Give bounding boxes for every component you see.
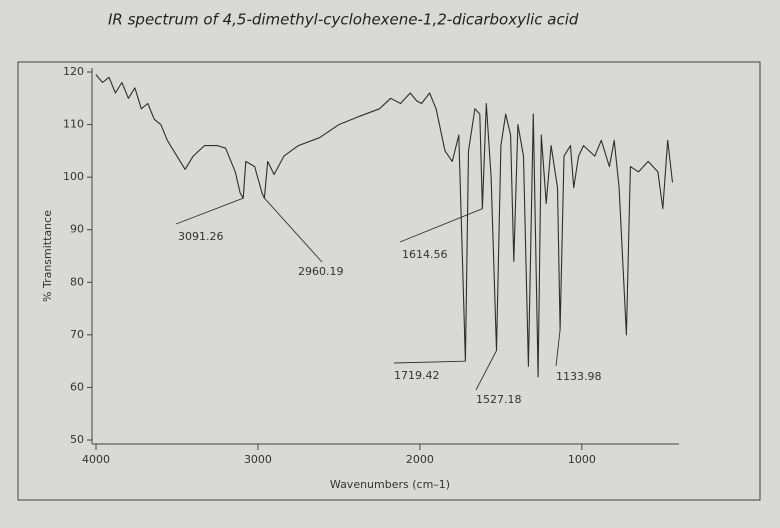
y-tick-label: 120 bbox=[63, 65, 84, 78]
y-tick-label: 100 bbox=[63, 170, 84, 183]
x-tick-label: 1000 bbox=[568, 453, 596, 466]
annotation-label: 3091.26 bbox=[178, 230, 224, 243]
chart-title: IR spectrum of 4,5-dimethyl-cyclohexene-… bbox=[108, 11, 579, 29]
y-tick-label: 90 bbox=[70, 223, 84, 236]
annotation-pointer bbox=[555, 329, 561, 367]
y-tick-label: 50 bbox=[70, 433, 84, 446]
x-tick-label: 3000 bbox=[244, 453, 272, 466]
annotation-label: 1719.42 bbox=[394, 369, 440, 382]
x-tick-label: 2000 bbox=[406, 453, 434, 466]
annotation-pointer bbox=[175, 197, 244, 225]
x-axis-label: Wavenumbers (cm–1) bbox=[330, 478, 450, 491]
spectrum-line bbox=[95, 74, 674, 378]
annotation-pointer bbox=[393, 360, 466, 364]
y-axis-label: % Transmittance bbox=[41, 210, 54, 302]
annotation-label: 1133.98 bbox=[556, 370, 602, 383]
annotation-pointer bbox=[399, 208, 483, 243]
annotation-label: 1614.56 bbox=[402, 248, 448, 261]
x-tick-label: 4000 bbox=[82, 453, 110, 466]
annotation-pointer bbox=[475, 350, 497, 391]
annotation-pointer bbox=[264, 197, 323, 263]
y-tick-label: 70 bbox=[70, 328, 84, 341]
y-tick-label: 80 bbox=[70, 275, 84, 288]
y-tick-label: 110 bbox=[63, 118, 84, 131]
annotation-label: 2960.19 bbox=[298, 265, 344, 278]
annotation-label: 1527.18 bbox=[476, 393, 522, 406]
y-tick-label: 60 bbox=[70, 380, 84, 393]
frame bbox=[17, 61, 761, 501]
